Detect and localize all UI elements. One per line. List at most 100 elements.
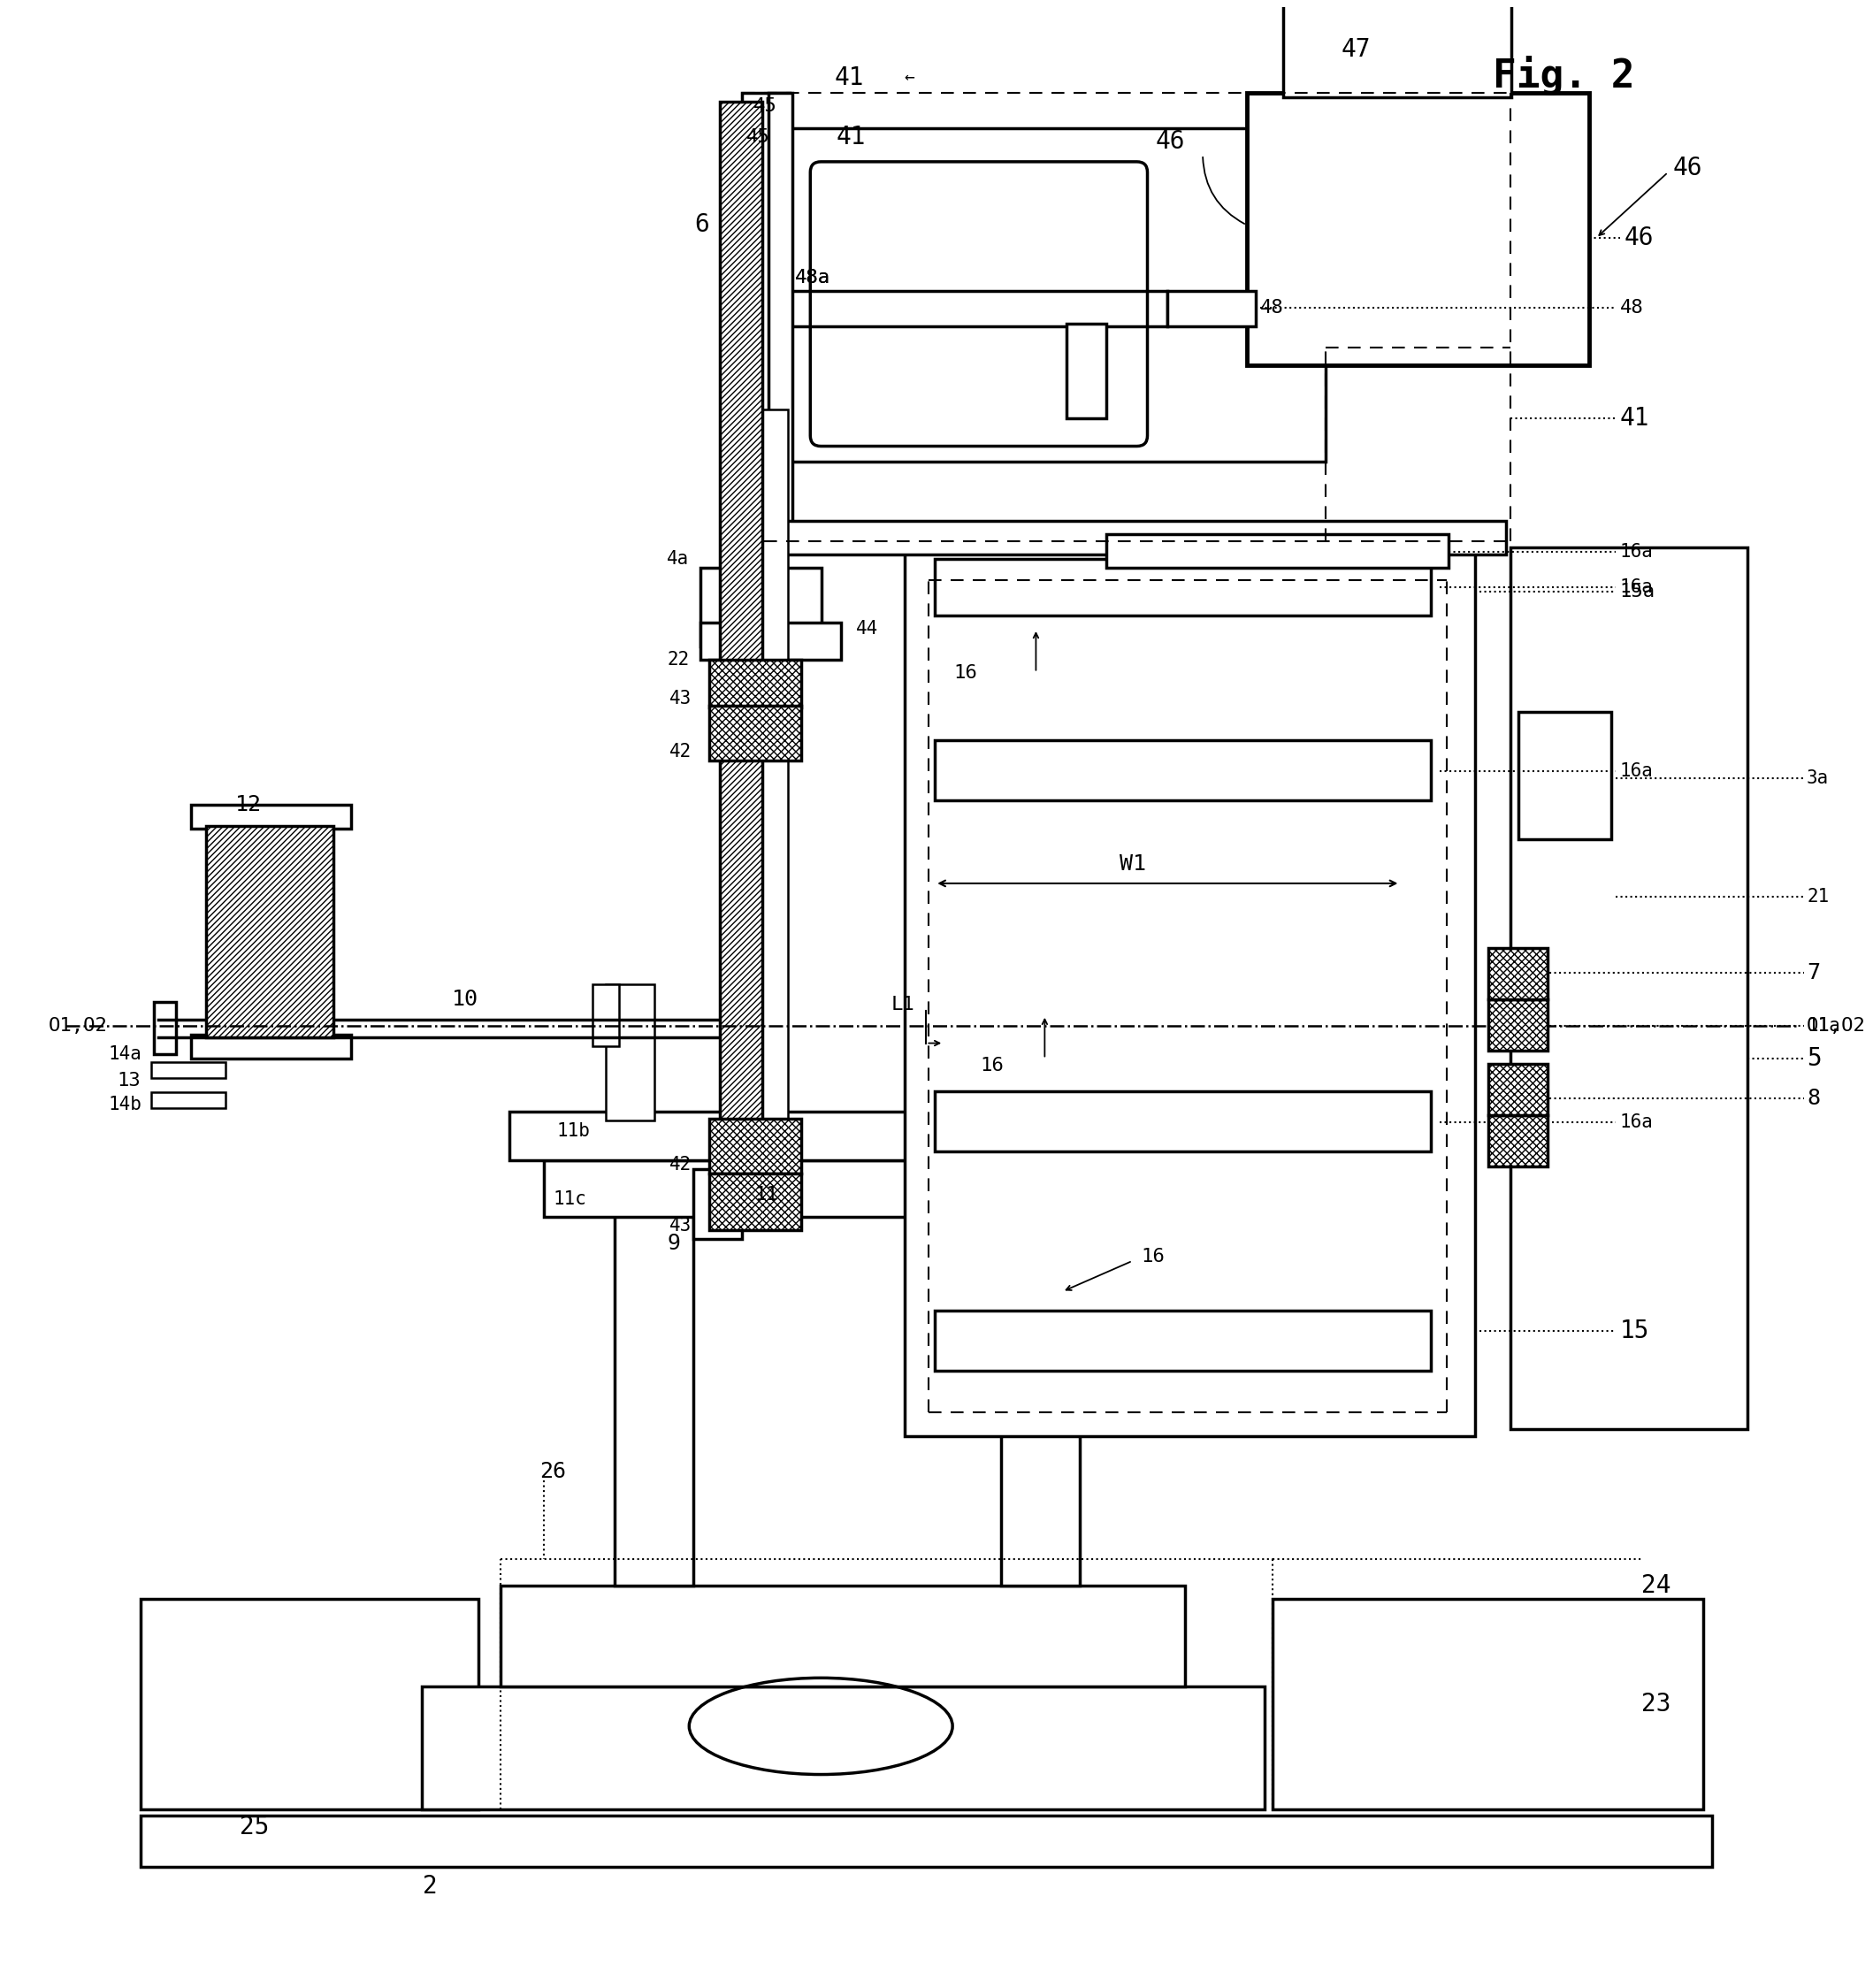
Text: 3a: 3a bbox=[1807, 769, 1830, 787]
Bar bbox=[614, 1155, 693, 1586]
Text: Fig. 2: Fig. 2 bbox=[1493, 56, 1635, 95]
Text: 41: 41 bbox=[835, 125, 865, 149]
Text: 16a: 16a bbox=[1620, 1113, 1654, 1131]
Text: 46: 46 bbox=[1624, 227, 1654, 250]
Bar bbox=[1487, 1000, 1547, 1050]
Bar bbox=[191, 1034, 350, 1060]
Text: 47: 47 bbox=[1341, 38, 1371, 62]
Text: 11a: 11a bbox=[1807, 1016, 1839, 1034]
Bar bbox=[152, 1062, 225, 1077]
Bar bbox=[605, 984, 654, 1121]
Bar bbox=[719, 101, 762, 1155]
Text: O1,O2: O1,O2 bbox=[49, 1016, 107, 1034]
Bar bbox=[1487, 1115, 1547, 1167]
Text: 4a: 4a bbox=[667, 551, 689, 567]
Text: 46: 46 bbox=[1156, 129, 1186, 153]
Text: 48: 48 bbox=[1261, 298, 1283, 316]
Text: 44: 44 bbox=[856, 620, 878, 638]
Bar bbox=[1283, 0, 1512, 97]
Text: 9: 9 bbox=[667, 1233, 680, 1254]
Text: 16a: 16a bbox=[1620, 543, 1654, 561]
Text: 16a: 16a bbox=[1620, 579, 1654, 596]
Bar bbox=[762, 410, 789, 1155]
Text: 41: 41 bbox=[1620, 406, 1650, 431]
Text: 48a: 48a bbox=[794, 268, 830, 286]
Text: 21: 21 bbox=[1807, 889, 1830, 905]
Bar bbox=[701, 567, 822, 646]
Bar bbox=[768, 93, 792, 541]
Text: 16a: 16a bbox=[1620, 761, 1654, 779]
Bar bbox=[1107, 535, 1448, 567]
Bar bbox=[701, 622, 841, 660]
Bar bbox=[191, 805, 350, 829]
Text: 23: 23 bbox=[1641, 1692, 1671, 1716]
Text: 12: 12 bbox=[236, 793, 262, 815]
Bar bbox=[905, 551, 1474, 1437]
Text: ←: ← bbox=[905, 70, 914, 85]
Bar bbox=[1487, 1064, 1547, 1115]
Bar bbox=[421, 1686, 1264, 1809]
Text: 11b: 11b bbox=[556, 1121, 590, 1139]
Bar bbox=[500, 1586, 1186, 1686]
Bar bbox=[545, 1159, 1159, 1217]
Bar bbox=[742, 93, 790, 541]
Text: 46: 46 bbox=[1673, 155, 1703, 181]
Bar bbox=[935, 1091, 1431, 1151]
Text: 16: 16 bbox=[953, 664, 978, 682]
Text: 10: 10 bbox=[451, 988, 479, 1010]
Bar bbox=[768, 521, 1506, 555]
Bar bbox=[1066, 324, 1107, 417]
Bar bbox=[790, 129, 1326, 461]
Text: 24: 24 bbox=[1641, 1573, 1671, 1598]
Text: 8: 8 bbox=[1807, 1087, 1821, 1109]
Bar bbox=[935, 740, 1431, 799]
Bar bbox=[935, 559, 1431, 616]
Text: L1: L1 bbox=[892, 996, 914, 1014]
Bar bbox=[1510, 547, 1748, 1429]
Text: 15a: 15a bbox=[1620, 582, 1656, 600]
Bar bbox=[1000, 1155, 1081, 1586]
Bar bbox=[140, 1598, 478, 1809]
Bar bbox=[1167, 290, 1255, 326]
Text: 6: 6 bbox=[695, 213, 710, 237]
Bar bbox=[790, 290, 1167, 326]
Text: 42: 42 bbox=[669, 744, 691, 761]
Text: 16: 16 bbox=[980, 1058, 1004, 1076]
Bar bbox=[592, 984, 618, 1046]
Bar bbox=[710, 660, 802, 708]
Bar bbox=[1247, 93, 1588, 366]
Text: 15: 15 bbox=[1620, 1318, 1650, 1344]
Bar bbox=[140, 1815, 1712, 1867]
Bar bbox=[1519, 712, 1611, 839]
Text: 22: 22 bbox=[667, 650, 689, 668]
Text: 16: 16 bbox=[1141, 1248, 1165, 1264]
Text: 45: 45 bbox=[745, 129, 770, 145]
Bar bbox=[710, 1173, 802, 1231]
Text: 7: 7 bbox=[1807, 962, 1821, 984]
Text: 14a: 14a bbox=[109, 1046, 142, 1064]
Bar bbox=[693, 1169, 742, 1239]
Bar bbox=[206, 827, 333, 1038]
Text: 5: 5 bbox=[1807, 1046, 1822, 1072]
Text: 2: 2 bbox=[423, 1873, 438, 1899]
Text: 43: 43 bbox=[669, 690, 691, 708]
Text: O1,O2: O1,O2 bbox=[1807, 1016, 1866, 1034]
Text: 45: 45 bbox=[753, 97, 777, 115]
Text: 48: 48 bbox=[1620, 298, 1643, 316]
Text: 42: 42 bbox=[669, 1155, 691, 1173]
Bar bbox=[1487, 948, 1547, 1000]
Bar bbox=[152, 1091, 225, 1107]
Text: 43: 43 bbox=[669, 1217, 691, 1235]
Text: 14b: 14b bbox=[109, 1095, 142, 1113]
Text: 25: 25 bbox=[240, 1815, 270, 1839]
Text: 26: 26 bbox=[539, 1461, 566, 1483]
Bar bbox=[1274, 1598, 1703, 1809]
Text: 41: 41 bbox=[833, 66, 863, 89]
Text: 48a: 48a bbox=[794, 268, 830, 286]
Bar bbox=[935, 1310, 1431, 1370]
Text: W1: W1 bbox=[1120, 853, 1146, 875]
Bar bbox=[710, 706, 802, 761]
Bar bbox=[154, 1002, 176, 1054]
Text: 13: 13 bbox=[116, 1072, 140, 1089]
Bar bbox=[710, 1119, 802, 1173]
